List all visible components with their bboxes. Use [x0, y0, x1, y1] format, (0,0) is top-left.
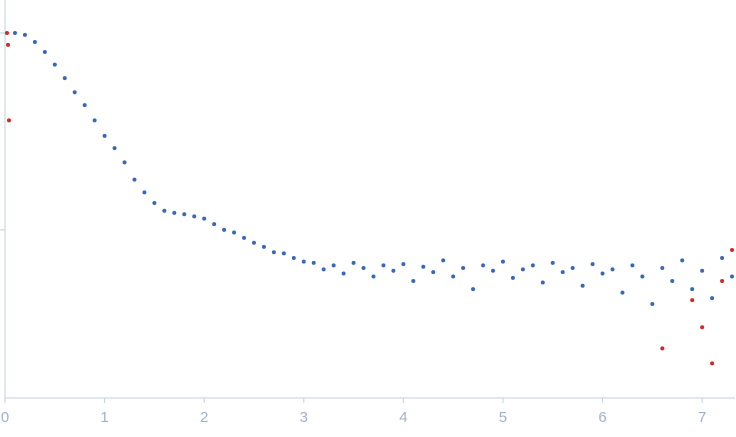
x-tick-label: 0	[1, 409, 9, 426]
point	[600, 271, 605, 276]
point	[471, 287, 476, 292]
point	[5, 42, 10, 47]
point	[242, 235, 247, 240]
point	[690, 298, 695, 303]
point	[22, 32, 27, 37]
point	[570, 266, 575, 271]
x-tick-label: 5	[499, 409, 507, 426]
point	[6, 118, 11, 123]
point	[361, 266, 366, 271]
point	[92, 118, 97, 123]
point	[212, 222, 217, 227]
point	[700, 325, 705, 330]
point	[122, 160, 127, 165]
point	[500, 259, 505, 264]
point	[152, 200, 157, 205]
point	[461, 266, 466, 271]
point	[132, 177, 137, 182]
point	[660, 346, 665, 351]
point	[52, 62, 57, 67]
point	[162, 208, 167, 213]
point	[650, 302, 655, 307]
point	[431, 270, 436, 275]
point	[490, 268, 495, 273]
point	[620, 290, 625, 295]
x-tick-label: 7	[698, 409, 706, 426]
point	[670, 278, 675, 283]
x-tick-label: 4	[399, 409, 407, 426]
point	[720, 278, 725, 283]
point	[102, 133, 107, 138]
point	[321, 267, 326, 272]
point	[580, 283, 585, 288]
point	[401, 262, 406, 267]
point	[391, 268, 396, 273]
point	[331, 263, 336, 268]
point	[32, 39, 37, 44]
point	[42, 50, 47, 55]
point	[311, 260, 316, 265]
point	[202, 216, 207, 221]
point	[341, 271, 346, 276]
point	[281, 251, 286, 256]
point	[700, 268, 705, 273]
point	[660, 266, 665, 271]
point	[710, 361, 715, 366]
point	[251, 240, 256, 245]
x-tick-label: 6	[598, 409, 606, 426]
point	[510, 275, 515, 280]
point	[351, 260, 356, 265]
point	[690, 287, 695, 292]
point	[371, 274, 376, 279]
point	[730, 274, 735, 279]
point	[720, 255, 725, 260]
point	[481, 263, 486, 268]
point	[182, 212, 187, 217]
point	[4, 30, 9, 35]
point	[291, 255, 296, 260]
point	[142, 190, 147, 195]
point	[261, 244, 266, 249]
point	[172, 210, 177, 215]
point	[411, 278, 416, 283]
point	[112, 146, 117, 151]
x-tick-label: 3	[300, 409, 308, 426]
point	[630, 263, 635, 268]
point	[421, 264, 426, 269]
point	[12, 30, 17, 35]
point	[610, 267, 615, 272]
point	[590, 262, 595, 267]
point	[222, 227, 227, 232]
point	[730, 248, 735, 253]
point	[441, 258, 446, 263]
point	[271, 250, 276, 255]
point	[451, 274, 456, 279]
point	[62, 76, 67, 81]
point	[301, 259, 306, 264]
point	[540, 280, 545, 285]
point	[560, 270, 565, 275]
x-tick-label: 2	[200, 409, 208, 426]
point	[192, 214, 197, 219]
point	[550, 260, 555, 265]
point	[72, 90, 77, 95]
x-tick-label: 1	[100, 409, 108, 426]
point	[710, 296, 715, 301]
point	[530, 263, 535, 268]
point	[381, 263, 386, 268]
point	[680, 258, 685, 263]
point	[82, 103, 87, 108]
point	[640, 274, 645, 279]
point	[232, 230, 237, 235]
point	[520, 267, 525, 272]
